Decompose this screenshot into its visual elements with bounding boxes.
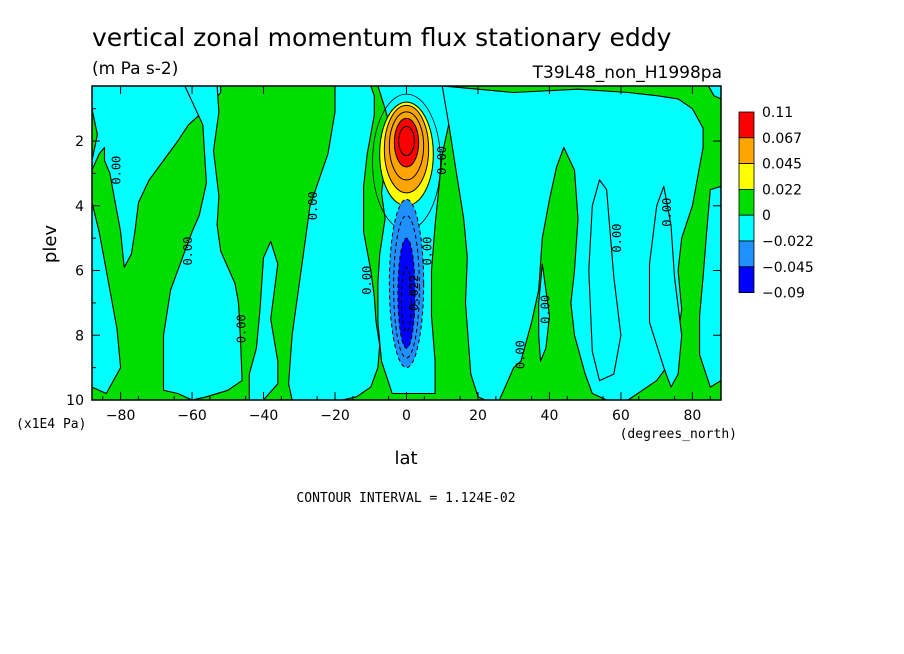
- contour-label: 0.00: [538, 295, 552, 324]
- cyan-region-lat-38: [538, 263, 551, 362]
- x-tick-label: 0: [402, 408, 411, 424]
- contour-label: 0.00: [181, 237, 195, 266]
- contour-label: 0.00: [421, 237, 435, 266]
- x-tick-label: 40: [541, 408, 559, 424]
- y-tick-label: 2: [75, 134, 84, 150]
- colorbar-swatch: [738, 111, 755, 139]
- cyan-region-lat-minus-55: [162, 86, 243, 400]
- colorbar-swatch: [738, 188, 755, 216]
- contour-label: 0.00: [660, 198, 674, 227]
- contour-label: 0.00: [360, 266, 374, 295]
- colorbar-swatch: [738, 266, 755, 293]
- y-axis-label: plev: [40, 225, 61, 264]
- contour-label: 0.00: [235, 314, 249, 343]
- x-tick-label: −80: [106, 408, 136, 424]
- y-tick-label: 4: [75, 199, 84, 215]
- x-tick-label: −40: [249, 408, 279, 424]
- x-axis-units: (degrees_north): [620, 427, 737, 442]
- x-tick-label: 60: [612, 408, 630, 424]
- y-tick-label: 10: [66, 393, 84, 409]
- colorbar-label: 0: [762, 208, 771, 224]
- x-tick-label: −60: [177, 408, 207, 424]
- chart-units: (m Pa s-2): [92, 59, 178, 79]
- x-axis-label: lat: [394, 448, 417, 469]
- contour-label: 0.00: [110, 156, 124, 185]
- plot-area: 0.00 0.00 0.00 0.00 0.00 0.00 0.00 0.00 0.00 0.00…: [92, 86, 721, 400]
- x-tick-label: −20: [320, 408, 350, 424]
- x-tick-label: 80: [683, 408, 701, 424]
- cyan-region-lat-minus-25: [288, 86, 381, 400]
- run-label: T39L48_non_H1998pa: [532, 63, 722, 83]
- contour-label: 0.00: [610, 224, 624, 253]
- colorbar-label: −0.045: [762, 260, 814, 276]
- colorbar-label: −0.022: [762, 234, 814, 250]
- y-tick-label: 6: [75, 264, 84, 280]
- colorbar-swatch: [738, 240, 755, 268]
- contour-negative-090: [400, 266, 413, 333]
- cyan-region-polar-south: [92, 86, 222, 268]
- colorbar-label: 0.022: [762, 182, 802, 198]
- cyan-region-north-top: [707, 86, 721, 100]
- colorbar-label: 0.11: [762, 105, 793, 121]
- colorbar: 0.11 0.067 0.045 0.022 0 −0.022 −0.045 −0.09: [738, 105, 814, 302]
- cyan-region-south-edge: [92, 201, 122, 395]
- cyan-region-lat-72: [648, 185, 683, 388]
- contour-label: 0.00: [306, 191, 320, 220]
- colorbar-label: 0.067: [762, 131, 802, 147]
- cyan-region-lat-55: [588, 179, 622, 382]
- colorbar-swatch: [738, 163, 755, 190]
- colorbar-swatch: [738, 137, 755, 165]
- y-axis-units: (x1E4 Pa): [16, 417, 86, 432]
- y-tick-label: 8: [75, 328, 84, 344]
- y-axis: 2 4 6 8 10: [66, 108, 721, 409]
- contour-label: 0.00: [435, 146, 449, 175]
- colorbar-swatch: [738, 214, 755, 242]
- contour-label-negative: -0.022: [407, 275, 421, 318]
- cyan-region-north-edge: [699, 185, 721, 388]
- cyan-region-lat-minus-40: [248, 240, 279, 400]
- contour-interval: CONTOUR INTERVAL = 1.124E-02: [296, 491, 515, 506]
- x-tick-label: 20: [469, 408, 487, 424]
- contour-positive-110: [398, 125, 415, 157]
- x-axis: −80 −60 −40 −20 0 20 40 60 80: [102, 86, 711, 424]
- cyan-region-north: [441, 86, 704, 400]
- colorbar-label: 0.045: [762, 157, 802, 173]
- contour-label: 0.00: [513, 340, 527, 369]
- colorbar-label: −0.09: [762, 286, 805, 302]
- chart-title: vertical zonal momentum flux stationary …: [92, 23, 672, 52]
